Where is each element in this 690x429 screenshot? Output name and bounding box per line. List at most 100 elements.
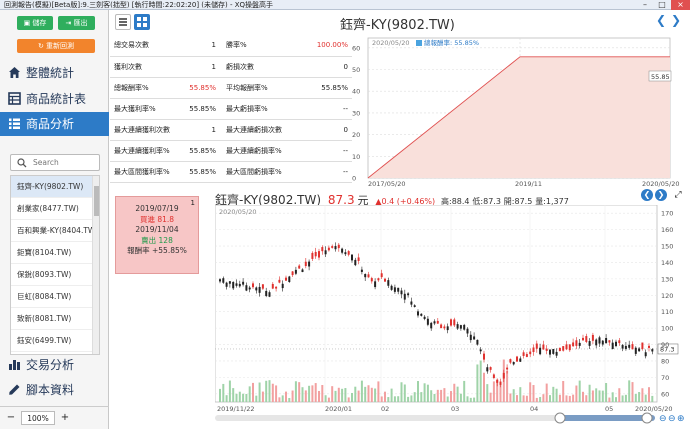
volume-bar bbox=[265, 380, 268, 402]
volume-bar bbox=[426, 384, 429, 402]
scroll-end-icon[interactable]: ⊖ bbox=[659, 414, 667, 424]
next-symbol-button[interactable]: ❯ bbox=[670, 13, 682, 27]
chart-next-button[interactable]: ❯ bbox=[655, 189, 667, 201]
nav-overall-stats[interactable]: 整體統計 bbox=[0, 61, 109, 85]
volume-bar bbox=[364, 386, 367, 402]
volume-bar bbox=[608, 397, 611, 402]
candle-body bbox=[252, 283, 254, 288]
volume-bar bbox=[341, 388, 344, 402]
stat-value: 55.85% bbox=[184, 140, 222, 162]
list-scrollbar-thumb[interactable] bbox=[94, 186, 99, 216]
candle-body bbox=[219, 279, 221, 282]
volume-bar bbox=[291, 390, 294, 402]
save-button[interactable]: ▣ 儲存 bbox=[17, 16, 53, 30]
candle-body bbox=[311, 252, 314, 259]
equity-x-tick: 2020/05/20 bbox=[642, 180, 679, 188]
minimize-button[interactable]: – bbox=[643, 0, 647, 9]
volume-bar bbox=[456, 386, 459, 402]
zoom-in-button[interactable]: + bbox=[60, 412, 70, 423]
symbol-list-item[interactable]: 保銳(8093.TW) bbox=[11, 264, 99, 286]
price-tick: 120 bbox=[661, 292, 673, 300]
save-label: 儲存 bbox=[32, 19, 47, 27]
symbol-list-item[interactable]: 鉅寶(8104.TW) bbox=[11, 242, 99, 264]
volume-bar bbox=[598, 390, 601, 402]
close-button[interactable]: × bbox=[671, 0, 690, 10]
volume-bar bbox=[314, 383, 317, 402]
sidebar: ▣ 儲存 ⇥ 匯出 ↻ 重新回測 整體統計 商品統計表 商品分析 鈺齊-KY(9… bbox=[0, 10, 109, 429]
candle-body bbox=[605, 338, 608, 344]
zoom-out-button[interactable]: − bbox=[6, 412, 16, 423]
candle-body bbox=[522, 352, 525, 356]
chart-scrollbar-thumb[interactable] bbox=[561, 415, 655, 421]
volume-bar bbox=[618, 388, 621, 402]
nav-symbol-stats-table[interactable]: 商品統計表 bbox=[0, 87, 109, 111]
time-tick: 05 bbox=[605, 405, 613, 413]
stat-label: 勝率% bbox=[222, 35, 302, 57]
symbol-list-item[interactable]: 巨虹(8084.TW) bbox=[11, 286, 99, 308]
volume-bar bbox=[489, 392, 492, 402]
refresh-icon: ↻ bbox=[37, 42, 47, 50]
candle-body bbox=[634, 347, 637, 354]
candle-body bbox=[354, 259, 357, 266]
volume-bar bbox=[298, 382, 301, 402]
time-tick: 04 bbox=[530, 405, 538, 413]
quote-volume: 量:1,377 bbox=[535, 197, 569, 206]
volume-bar bbox=[370, 387, 373, 402]
table-icon bbox=[8, 92, 21, 105]
chart-prev-button[interactable]: ❮ bbox=[641, 189, 653, 201]
list-scrollbar[interactable] bbox=[92, 176, 99, 354]
trade-memo-card[interactable]: 1 2019/07/19 買進 81.8 2019/11/04 賣出 128 報酬率 +… bbox=[115, 196, 199, 274]
chart-scrollbar[interactable] bbox=[215, 415, 655, 421]
price-tick: 60 bbox=[661, 390, 669, 398]
volume-bar bbox=[552, 386, 555, 402]
candle-body bbox=[347, 251, 350, 255]
candle-body bbox=[492, 374, 495, 378]
export-button[interactable]: ⇥ 匯出 bbox=[58, 16, 95, 30]
nav-overall-stats-label: 整體統計 bbox=[26, 66, 75, 80]
grid-view-button[interactable] bbox=[134, 14, 150, 30]
volume-bar bbox=[615, 397, 617, 402]
symbol-list-item[interactable]: 鈺安(6499.TW) bbox=[11, 330, 99, 352]
symbol-list-item[interactable]: 創業家(8477.TW) bbox=[11, 198, 99, 220]
volume-bar bbox=[344, 388, 347, 402]
volume-bar bbox=[648, 387, 650, 402]
candle-body bbox=[549, 349, 551, 355]
symbol-list-item[interactable]: 鈺齊-KY(9802.TW) bbox=[11, 176, 99, 198]
candle-body bbox=[601, 340, 604, 345]
symbol-search-input[interactable] bbox=[33, 156, 97, 169]
candle-body bbox=[417, 311, 419, 316]
kchart-date-label: 2020/05/20 bbox=[219, 208, 256, 216]
zoom-out-chart-icon[interactable]: ⊖ bbox=[668, 414, 676, 424]
list-view-button[interactable] bbox=[115, 14, 131, 30]
fullscreen-icon[interactable]: ⤢ bbox=[674, 190, 682, 200]
volume-bar bbox=[301, 387, 304, 402]
symbol-list-item[interactable]: 致新(8081.TW) bbox=[11, 308, 99, 330]
volume-bar bbox=[539, 396, 542, 402]
rerun-backtest-button[interactable]: ↻ 重新回測 bbox=[17, 39, 95, 53]
stats-row: 總交易次數 1 勝率% 100.00% bbox=[110, 35, 352, 57]
memo-index: 1 bbox=[190, 199, 195, 207]
candle-body bbox=[433, 321, 436, 324]
maximize-button[interactable]: □ bbox=[658, 0, 666, 9]
stat-label: 最大區間虧損率% bbox=[222, 161, 302, 183]
nav-trade-analysis[interactable]: 交易分析 bbox=[0, 353, 109, 377]
candle-body bbox=[426, 318, 429, 325]
nav-script-data[interactable]: 腳本資料 bbox=[0, 378, 109, 402]
memo-line: 賣出 128 bbox=[141, 235, 173, 245]
scroll-left-handle[interactable] bbox=[554, 412, 566, 424]
equity-area bbox=[368, 56, 670, 179]
volume-bar bbox=[288, 397, 291, 402]
scroll-right-handle[interactable] bbox=[641, 412, 653, 424]
zoom-in-chart-icon[interactable]: ⊕ bbox=[677, 414, 685, 424]
candle-body bbox=[291, 271, 294, 276]
volume-bar bbox=[357, 390, 360, 402]
symbol-list-item[interactable]: 百和興業-KY(8404.TW) bbox=[11, 220, 99, 242]
candle-body bbox=[430, 322, 433, 329]
volume-bar bbox=[331, 386, 334, 402]
symbol-search[interactable] bbox=[10, 154, 100, 171]
stat-value: 0 bbox=[302, 119, 352, 141]
volume-bar bbox=[271, 383, 274, 402]
nav-symbol-analysis[interactable]: 商品分析 bbox=[0, 112, 109, 136]
prev-symbol-button[interactable]: ❮ bbox=[655, 13, 667, 27]
candle-body bbox=[285, 277, 287, 281]
